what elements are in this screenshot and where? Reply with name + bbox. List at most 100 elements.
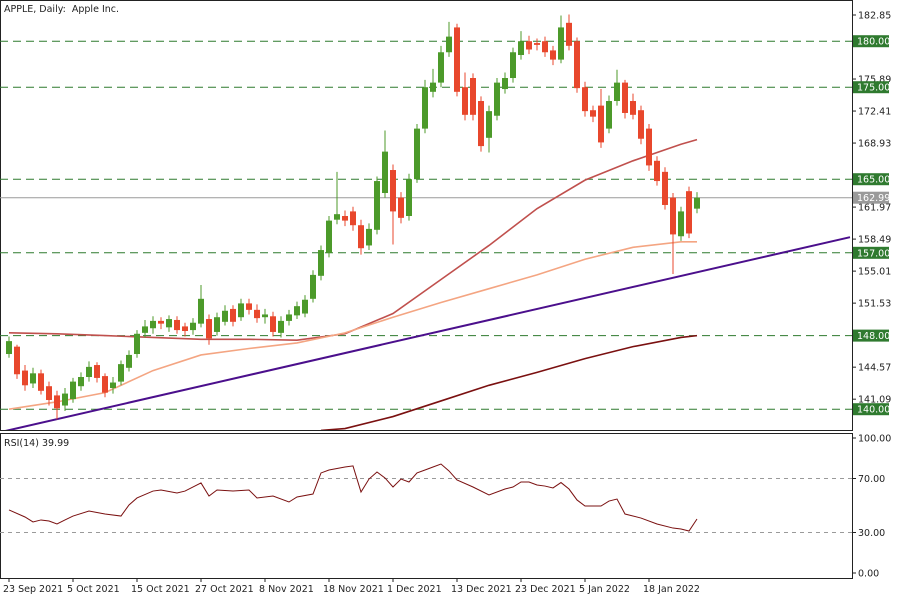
candle-body	[190, 322, 196, 331]
rsi-title: RSI(14) 39.99	[4, 438, 69, 449]
candle-body	[142, 326, 148, 333]
candle-body	[294, 306, 300, 316]
candle-body	[622, 82, 628, 113]
level-label-box	[853, 35, 889, 48]
candle-body	[78, 377, 84, 387]
x-tick-label: 23 Dec 2021	[515, 584, 576, 595]
candle-body	[326, 220, 332, 253]
axes: 182.85 175.89 172.41 168.93 161.97 158.49 155.…	[3, 10, 891, 595]
candle-body	[366, 228, 372, 246]
level-label-box	[853, 246, 889, 259]
candle-body	[422, 87, 428, 129]
y-tick-label: 175.89	[858, 75, 891, 86]
candle-body	[342, 216, 348, 221]
last-price-label: 162.99	[857, 193, 890, 204]
candle-body	[374, 181, 380, 230]
candle-body	[118, 364, 124, 382]
candle-body	[478, 101, 484, 147]
candle-body	[398, 197, 404, 218]
candle-body	[526, 41, 532, 50]
candle-body	[310, 274, 316, 299]
candle-body	[614, 82, 620, 102]
candle-body	[22, 370, 28, 386]
candle-body	[46, 386, 52, 401]
y-tick-label: 155.01	[858, 267, 891, 278]
trendline	[5, 236, 851, 430]
candle-body	[558, 27, 564, 60]
candle-body	[414, 128, 420, 180]
candle-body	[134, 333, 140, 355]
rsi-name: RSI(14)	[4, 438, 39, 449]
candle-body	[550, 50, 556, 60]
candle-body	[502, 78, 508, 90]
level-label: 157.00	[857, 248, 890, 259]
moving-average	[320, 334, 698, 430]
candle-body	[534, 43, 540, 45]
candle-body	[254, 309, 260, 319]
level-label: 140.00	[857, 405, 890, 416]
candle-body	[566, 22, 572, 46]
candle-body	[358, 225, 364, 249]
rsi-line	[8, 463, 698, 532]
candle-body	[30, 373, 36, 384]
candle-body	[318, 250, 324, 276]
y-tick-label: 151.53	[858, 299, 891, 310]
candle-body	[694, 197, 700, 209]
candle-body	[542, 41, 548, 53]
candle-body	[494, 82, 500, 116]
x-tick-label: 18 Jan 2022	[643, 584, 700, 595]
candle-body	[590, 110, 596, 117]
candle-body	[406, 179, 412, 217]
candle-body	[62, 393, 68, 406]
candle-body	[6, 341, 12, 355]
candle-body	[630, 101, 636, 115]
candle-body	[446, 36, 452, 53]
candle-body	[430, 82, 436, 92]
candle-body	[686, 191, 692, 234]
x-tick-label: 13 Dec 2021	[451, 584, 512, 595]
candle-body	[486, 111, 492, 138]
level-label-box	[853, 329, 889, 342]
candle-body	[390, 170, 396, 212]
moving-average	[8, 138, 698, 342]
candle-body	[278, 320, 284, 333]
candle-body	[86, 366, 92, 378]
chart-title: APPLE, Daily: Apple Inc.	[4, 4, 119, 15]
candle-body	[206, 319, 212, 339]
main-frame	[0, 0, 853, 431]
rsi-y-tick-label: 100.00	[858, 433, 891, 444]
candle-body	[222, 310, 228, 322]
y-tick-label: 182.85	[858, 10, 891, 21]
candle-body	[350, 211, 356, 226]
y-tick-label: 144.57	[858, 363, 891, 374]
candle-body	[102, 376, 108, 393]
candle-body	[574, 41, 580, 89]
candle-body	[198, 298, 204, 324]
x-tick-label: 5 Oct 2021	[67, 584, 120, 595]
candle-body	[662, 171, 668, 205]
candle-body	[174, 319, 180, 331]
candle-body	[150, 320, 156, 329]
x-tick-label: 23 Sep 2021	[3, 584, 63, 595]
candle-body	[38, 373, 44, 391]
candle-body	[470, 78, 476, 115]
candle-body	[654, 160, 660, 182]
candle-body	[110, 382, 116, 389]
candle-body	[334, 214, 340, 220]
candle-body	[238, 303, 244, 318]
y-tick-label: 141.09	[858, 395, 891, 406]
candle-body	[182, 326, 188, 332]
level-label-box	[853, 173, 889, 186]
candle-body	[262, 314, 268, 318]
x-tick-label: 5 Jan 2022	[579, 584, 630, 595]
candle-body	[286, 314, 292, 321]
candle-body	[510, 52, 516, 79]
candle-body	[438, 52, 444, 83]
y-tick-label: 161.97	[858, 203, 891, 214]
candle-body	[246, 303, 252, 310]
candle-body	[54, 395, 60, 409]
x-tick-label: 18 Nov 2021	[323, 584, 384, 595]
candle-body	[14, 346, 20, 375]
candle-body	[70, 381, 76, 400]
